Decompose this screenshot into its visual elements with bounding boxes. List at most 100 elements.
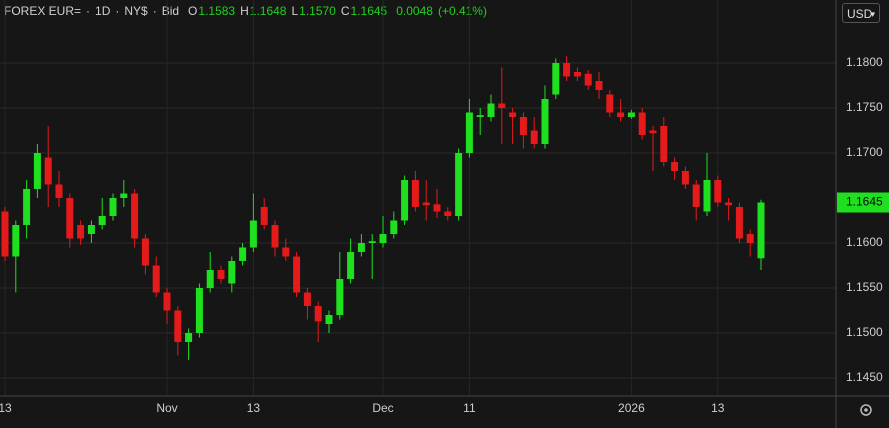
candle-body [606, 94, 614, 113]
candle-body [649, 130, 657, 134]
candle-body [681, 171, 689, 185]
candle-body [303, 292, 311, 306]
y-tick-label: 1.1500 [846, 325, 883, 339]
x-tick-label: 13 [247, 401, 261, 415]
y-tick-label: 1.1750 [846, 100, 883, 114]
settings-icon-dot [864, 408, 868, 412]
candle-body [714, 180, 722, 203]
candle-body [55, 184, 63, 198]
ohlc-value: 1.1648 [249, 4, 287, 18]
candle-body [282, 247, 290, 257]
candle-body [1, 211, 9, 257]
grid [0, 0, 836, 396]
candle-body [735, 207, 743, 239]
candle-body [336, 279, 344, 315]
candle-body [314, 306, 322, 322]
candle-body [33, 153, 41, 189]
x-tick-label: 13 [0, 401, 12, 415]
candle-body [152, 265, 160, 293]
settings-icon[interactable] [860, 404, 872, 416]
candle-body [293, 256, 301, 293]
candle-body [498, 103, 506, 108]
candle-body [638, 112, 646, 135]
y-tick-label: 1.1700 [846, 145, 883, 159]
ohlc-value: 1.1583 [198, 4, 236, 18]
candle-body [217, 270, 225, 279]
candle-body [77, 225, 85, 239]
candle-body [120, 193, 128, 198]
candle-body [552, 63, 560, 95]
candle-body [87, 225, 95, 234]
candle-body [174, 310, 182, 342]
candle-body [433, 204, 441, 212]
ohlc-letter: C [340, 4, 350, 18]
candle-body [195, 288, 203, 333]
candle-body [379, 234, 387, 243]
candle-body [541, 99, 549, 144]
candle-body [444, 211, 452, 216]
y-tick-label: 1.1550 [846, 280, 883, 294]
y-tick-label: 1.1600 [846, 235, 883, 249]
candle-body [725, 202, 733, 206]
change: 0.0048 [396, 4, 433, 18]
candle-body [347, 252, 355, 279]
candle-body [131, 193, 139, 239]
last-price-tag [837, 192, 889, 213]
candle-body [455, 153, 463, 216]
ohlc-letter: L [291, 4, 299, 18]
ohlc-letter: O [188, 4, 198, 18]
candle-body [163, 292, 171, 311]
candle-body [627, 112, 635, 117]
x-tick-label: 13 [711, 401, 725, 415]
candle-body [368, 241, 376, 243]
candle-body [584, 73, 592, 86]
x-tick-label: 2026 [618, 401, 645, 415]
candle-body [390, 220, 398, 234]
candle-body [249, 220, 257, 248]
candle-body [563, 63, 571, 77]
candle-body [465, 112, 473, 153]
candle-body [617, 112, 625, 117]
candle-body [692, 184, 700, 207]
currency-select[interactable]: USD ▾ [842, 3, 880, 23]
candle-body [98, 216, 106, 225]
candle-body [228, 261, 236, 284]
x-tick-label: Nov [156, 401, 177, 415]
candle-body [357, 243, 365, 252]
candle-body [66, 198, 74, 239]
candle-body [422, 202, 430, 206]
candle-body [141, 238, 149, 266]
candle-body [271, 225, 279, 248]
x-tick-label: Dec [372, 401, 393, 415]
ohlc-value: 1.1645 [350, 4, 388, 18]
interval: 1D [95, 4, 111, 18]
candle-body [671, 162, 679, 171]
candle-body [519, 117, 527, 135]
ohlc-value: 1.1570 [299, 4, 336, 18]
candle-body [206, 270, 214, 288]
candle-body [12, 225, 20, 257]
candle-body [23, 189, 31, 225]
y-tick-label: 1.1450 [846, 370, 883, 384]
candle-body [660, 126, 668, 162]
candle-body [260, 207, 268, 225]
session: NY$ [124, 4, 148, 18]
y-tick-label: 1.1800 [846, 55, 883, 69]
candle-body [595, 81, 603, 90]
candle-body [746, 234, 754, 243]
candle-body [325, 315, 333, 324]
candle-body [573, 72, 581, 77]
candle-body [530, 130, 538, 144]
candle-body [239, 247, 247, 261]
x-tick-label: 11 [463, 401, 476, 415]
side: Bid [161, 4, 180, 18]
candle-body [44, 157, 52, 185]
last-price-label: 1.1645 [846, 195, 883, 209]
candle-body [757, 202, 765, 259]
candle-body [401, 180, 409, 221]
ohlc: O 1.1583 H 1.1648 L 1.1570 C 1.1645 [184, 4, 387, 18]
change-pct: (+0.41%) [437, 4, 487, 18]
symbol: FOREX EUR= [4, 4, 82, 18]
